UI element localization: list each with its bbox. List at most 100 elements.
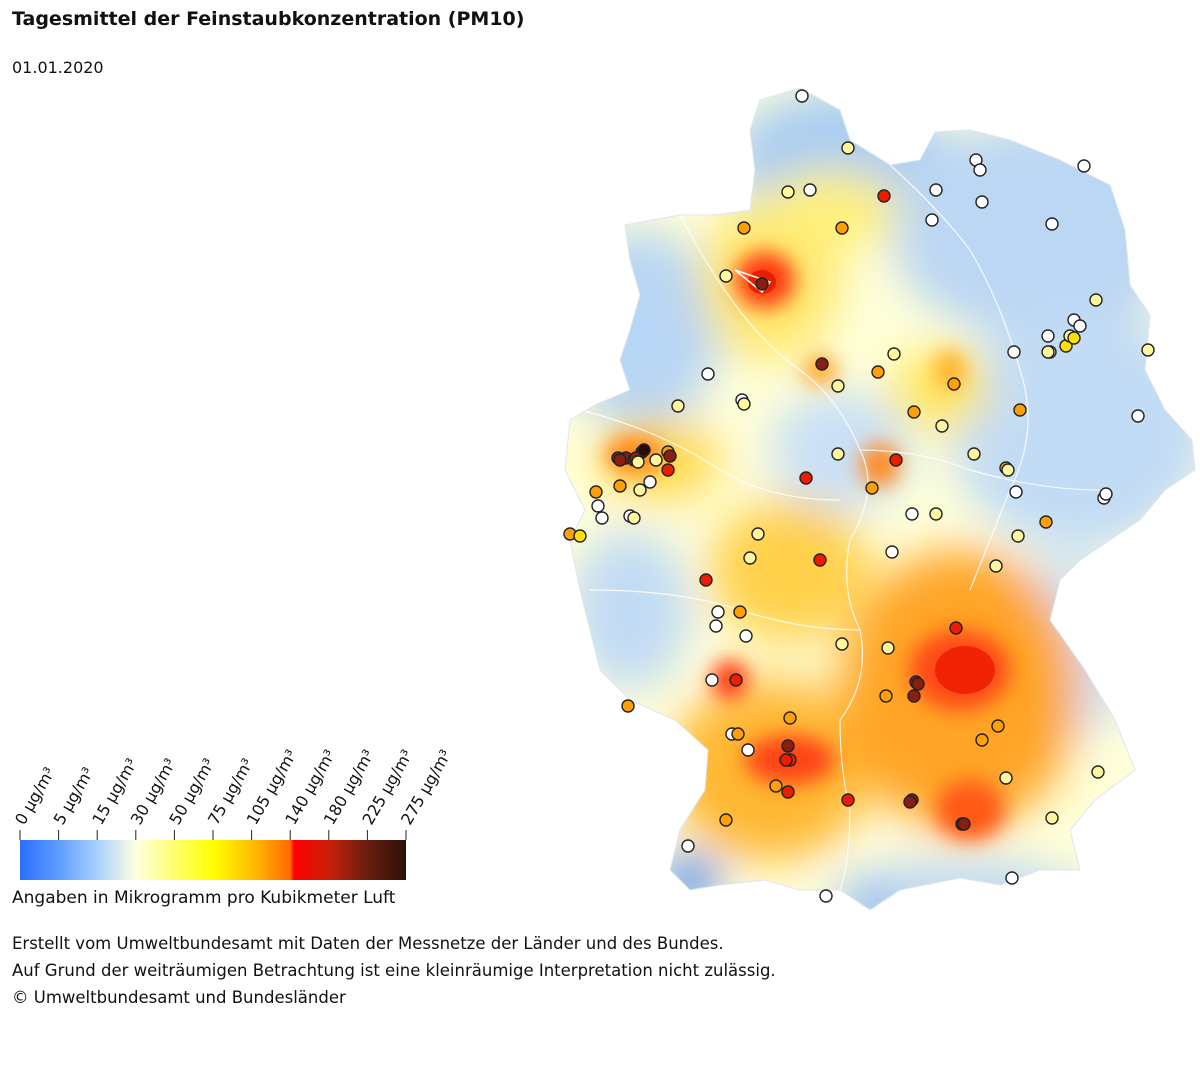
station-marker bbox=[1073, 319, 1087, 333]
station-marker bbox=[1045, 811, 1059, 825]
station-marker bbox=[783, 711, 797, 725]
station-marker bbox=[999, 771, 1013, 785]
station-marker bbox=[589, 485, 603, 499]
station-marker bbox=[1039, 515, 1053, 529]
station-marker bbox=[701, 367, 715, 381]
station-marker bbox=[755, 277, 769, 291]
unit-note: Angaben in Mikrogramm pro Kubikmeter Luf… bbox=[12, 888, 396, 908]
station-marker bbox=[947, 377, 961, 391]
map-date: 01.01.2020 bbox=[12, 58, 104, 77]
station-marker bbox=[929, 507, 943, 521]
station-marker bbox=[925, 213, 939, 227]
station-marker bbox=[903, 795, 917, 809]
station-marker bbox=[815, 357, 829, 371]
station-marker bbox=[621, 699, 635, 713]
station-marker bbox=[967, 447, 981, 461]
station-marker bbox=[741, 743, 755, 757]
station-marker bbox=[613, 479, 627, 493]
station-marker bbox=[1091, 765, 1105, 779]
station-marker bbox=[929, 183, 943, 197]
station-marker bbox=[885, 545, 899, 559]
station-marker bbox=[819, 889, 833, 903]
station-marker bbox=[911, 677, 925, 691]
station-marker bbox=[637, 443, 651, 457]
station-marker bbox=[1041, 329, 1055, 343]
station-marker bbox=[841, 141, 855, 155]
station-marker bbox=[831, 379, 845, 393]
station-marker bbox=[1089, 293, 1103, 307]
station-marker bbox=[949, 621, 963, 635]
station-marker bbox=[1005, 871, 1019, 885]
station-marker bbox=[719, 269, 733, 283]
station-marker bbox=[1009, 485, 1023, 499]
station-marker bbox=[803, 183, 817, 197]
station-marker bbox=[881, 641, 895, 655]
station-marker bbox=[705, 673, 719, 687]
station-marker bbox=[627, 511, 641, 525]
station-marker bbox=[799, 471, 813, 485]
measurement-stations bbox=[563, 89, 1155, 903]
station-marker bbox=[907, 689, 921, 703]
station-marker bbox=[1077, 159, 1091, 173]
station-marker bbox=[737, 221, 751, 235]
station-marker bbox=[699, 573, 713, 587]
credit-line-3: © Umweltbundesamt und Bundesländer bbox=[12, 988, 346, 1007]
station-marker bbox=[879, 689, 893, 703]
station-marker bbox=[743, 551, 757, 565]
map-title: Tagesmittel der Feinstaubkonzentration (… bbox=[12, 8, 525, 30]
station-marker bbox=[733, 605, 747, 619]
station-marker bbox=[769, 779, 783, 793]
station-marker bbox=[975, 195, 989, 209]
station-marker bbox=[781, 185, 795, 199]
station-marker bbox=[1099, 487, 1113, 501]
station-marker bbox=[935, 419, 949, 433]
station-marker bbox=[573, 529, 587, 543]
station-marker bbox=[661, 463, 675, 477]
station-marker bbox=[739, 629, 753, 643]
station-marker bbox=[871, 365, 885, 379]
station-marker bbox=[613, 453, 627, 467]
station-marker bbox=[649, 453, 663, 467]
station-marker bbox=[633, 483, 647, 497]
station-marker bbox=[709, 619, 723, 633]
station-marker bbox=[729, 673, 743, 687]
station-marker bbox=[631, 455, 645, 469]
station-marker bbox=[643, 475, 657, 489]
station-marker bbox=[907, 405, 921, 419]
station-marker bbox=[957, 817, 971, 831]
credit-line-2: Auf Grund der weiträumigen Betrachtung i… bbox=[12, 961, 776, 980]
station-marker bbox=[841, 793, 855, 807]
credit-line-1: Erstellt vom Umweltbundesamt mit Daten d… bbox=[12, 934, 724, 953]
station-marker bbox=[671, 399, 685, 413]
station-marker bbox=[975, 733, 989, 747]
station-marker bbox=[991, 719, 1005, 733]
station-marker bbox=[663, 449, 677, 463]
station-marker bbox=[905, 507, 919, 521]
germany-pm10-map bbox=[563, 87, 1196, 911]
station-marker bbox=[1045, 217, 1059, 231]
station-marker bbox=[781, 785, 795, 799]
station-marker bbox=[1007, 345, 1021, 359]
station-marker bbox=[877, 189, 891, 203]
station-marker bbox=[889, 453, 903, 467]
station-marker bbox=[751, 527, 765, 541]
station-marker bbox=[781, 739, 795, 753]
station-marker bbox=[719, 813, 733, 827]
station-marker bbox=[711, 605, 725, 619]
station-marker bbox=[1141, 343, 1155, 357]
station-marker bbox=[831, 447, 845, 461]
station-marker bbox=[795, 89, 809, 103]
station-marker bbox=[1001, 463, 1015, 477]
station-marker bbox=[1041, 345, 1055, 359]
station-marker bbox=[973, 163, 987, 177]
station-marker bbox=[813, 553, 827, 567]
station-marker bbox=[1067, 331, 1081, 345]
legend-gradient-bar bbox=[20, 840, 406, 880]
credits: Erstellt vom Umweltbundesamt mit Daten d… bbox=[12, 930, 776, 1011]
station-marker bbox=[887, 347, 901, 361]
station-marker bbox=[865, 481, 879, 495]
station-marker bbox=[681, 839, 695, 853]
station-marker bbox=[595, 511, 609, 525]
station-marker bbox=[1131, 409, 1145, 423]
